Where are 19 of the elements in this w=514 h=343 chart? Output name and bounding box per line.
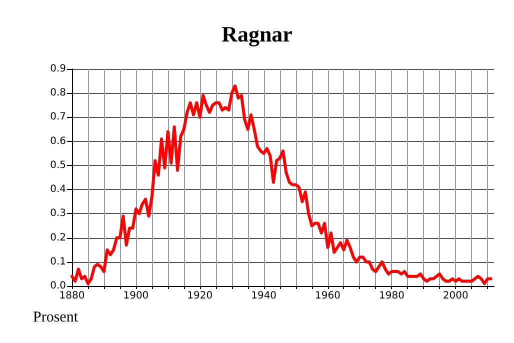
y-tick-label: 0.4 (50, 184, 66, 196)
y-tick-label: 0.3 (50, 208, 66, 220)
x-tick-label: 1960 (315, 290, 340, 302)
x-tick-label: 2000 (442, 290, 468, 302)
x-tick-label: 1940 (251, 290, 277, 302)
y-tick-label: 0.0 (50, 280, 66, 292)
x-tick-label: 1900 (123, 290, 149, 302)
y-tick-label: 0.1 (50, 256, 66, 268)
x-tick-label: 1880 (59, 290, 85, 302)
x-tick-label: 1920 (187, 290, 213, 302)
y-tick-label: 0.6 (50, 136, 66, 147)
y-tick-label: 0.9 (50, 64, 66, 74)
y-axis-title: Prosent (33, 310, 79, 326)
y-tick-label: 0.5 (50, 160, 66, 171)
chart-title: Ragnar (222, 22, 293, 46)
y-tick-label: 0.8 (50, 88, 66, 99)
x-tick-label: 1980 (378, 290, 404, 302)
y-tick-label: 0.2 (50, 232, 66, 244)
y-tick-label: 0.7 (50, 112, 66, 123)
